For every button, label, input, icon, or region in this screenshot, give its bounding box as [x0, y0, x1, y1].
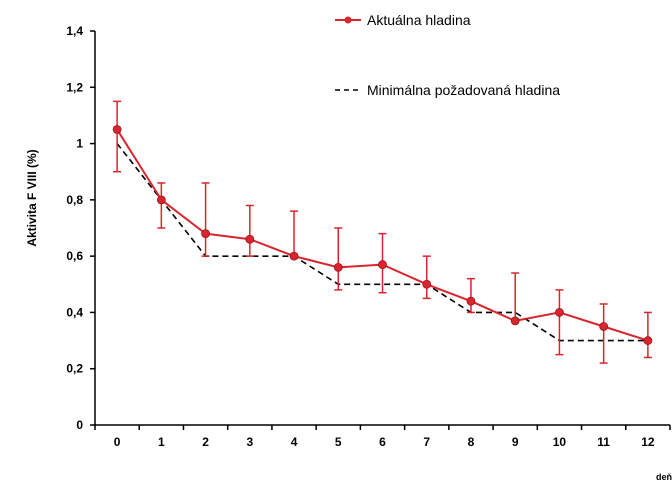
y-axis-title: Aktivita F VIII (%)	[25, 149, 39, 246]
y-tick-label: 1,4	[66, 24, 83, 38]
x-tick-label: 8	[468, 435, 475, 449]
legend-marker-actual	[344, 16, 352, 24]
x-tick-label: 6	[379, 435, 386, 449]
x-tick-label: 12	[641, 435, 655, 449]
legend-label-actual: Aktuálna hladina	[367, 12, 471, 28]
data-point	[245, 234, 255, 244]
x-tick-label: 9	[512, 435, 519, 449]
y-tick-label: 1,2	[66, 80, 83, 94]
x-tick-label: 0	[114, 435, 121, 449]
error-bars	[113, 100, 652, 364]
data-point	[201, 229, 210, 239]
x-tick-label: 2	[202, 435, 209, 449]
data-point	[510, 316, 520, 326]
data-point	[555, 308, 564, 317]
x-tick-label: 11	[597, 435, 610, 449]
y-tick-label: 1	[76, 137, 83, 151]
x-tick-label: 5	[335, 435, 342, 449]
data-point	[112, 125, 122, 134]
y-tick-label: 0,6	[66, 249, 83, 263]
x-axis-title: deň	[656, 472, 672, 482]
y-tick-label: 0	[76, 418, 83, 432]
data-point	[156, 195, 166, 205]
x-tick-label: 10	[553, 435, 567, 449]
data-point	[643, 336, 653, 345]
y-tick-label: 0,4	[66, 305, 83, 319]
x-tick-label: 4	[291, 435, 298, 449]
x-tick-label: 1	[158, 435, 165, 449]
y-tick-label: 0,8	[66, 193, 83, 207]
data-point	[422, 279, 432, 289]
axes: 00,20,40,60,811,21,40 1 2 3 4 5 6 7 8 9 10 11 12	[66, 24, 671, 449]
x-tick-label: 3	[246, 435, 253, 449]
data-point	[599, 322, 609, 331]
legend: Aktuálna hladina Minimálna požadovaná hla…	[335, 12, 560, 98]
main-series	[112, 125, 653, 345]
y-tick-label: 0,2	[66, 362, 83, 376]
data-point	[289, 251, 299, 261]
data-point	[378, 260, 387, 269]
legend-label-minimum: Minimálna požadovaná hladina	[367, 82, 560, 98]
data-point	[333, 262, 343, 272]
data-point	[466, 296, 476, 306]
x-tick-label: 7	[423, 435, 430, 449]
